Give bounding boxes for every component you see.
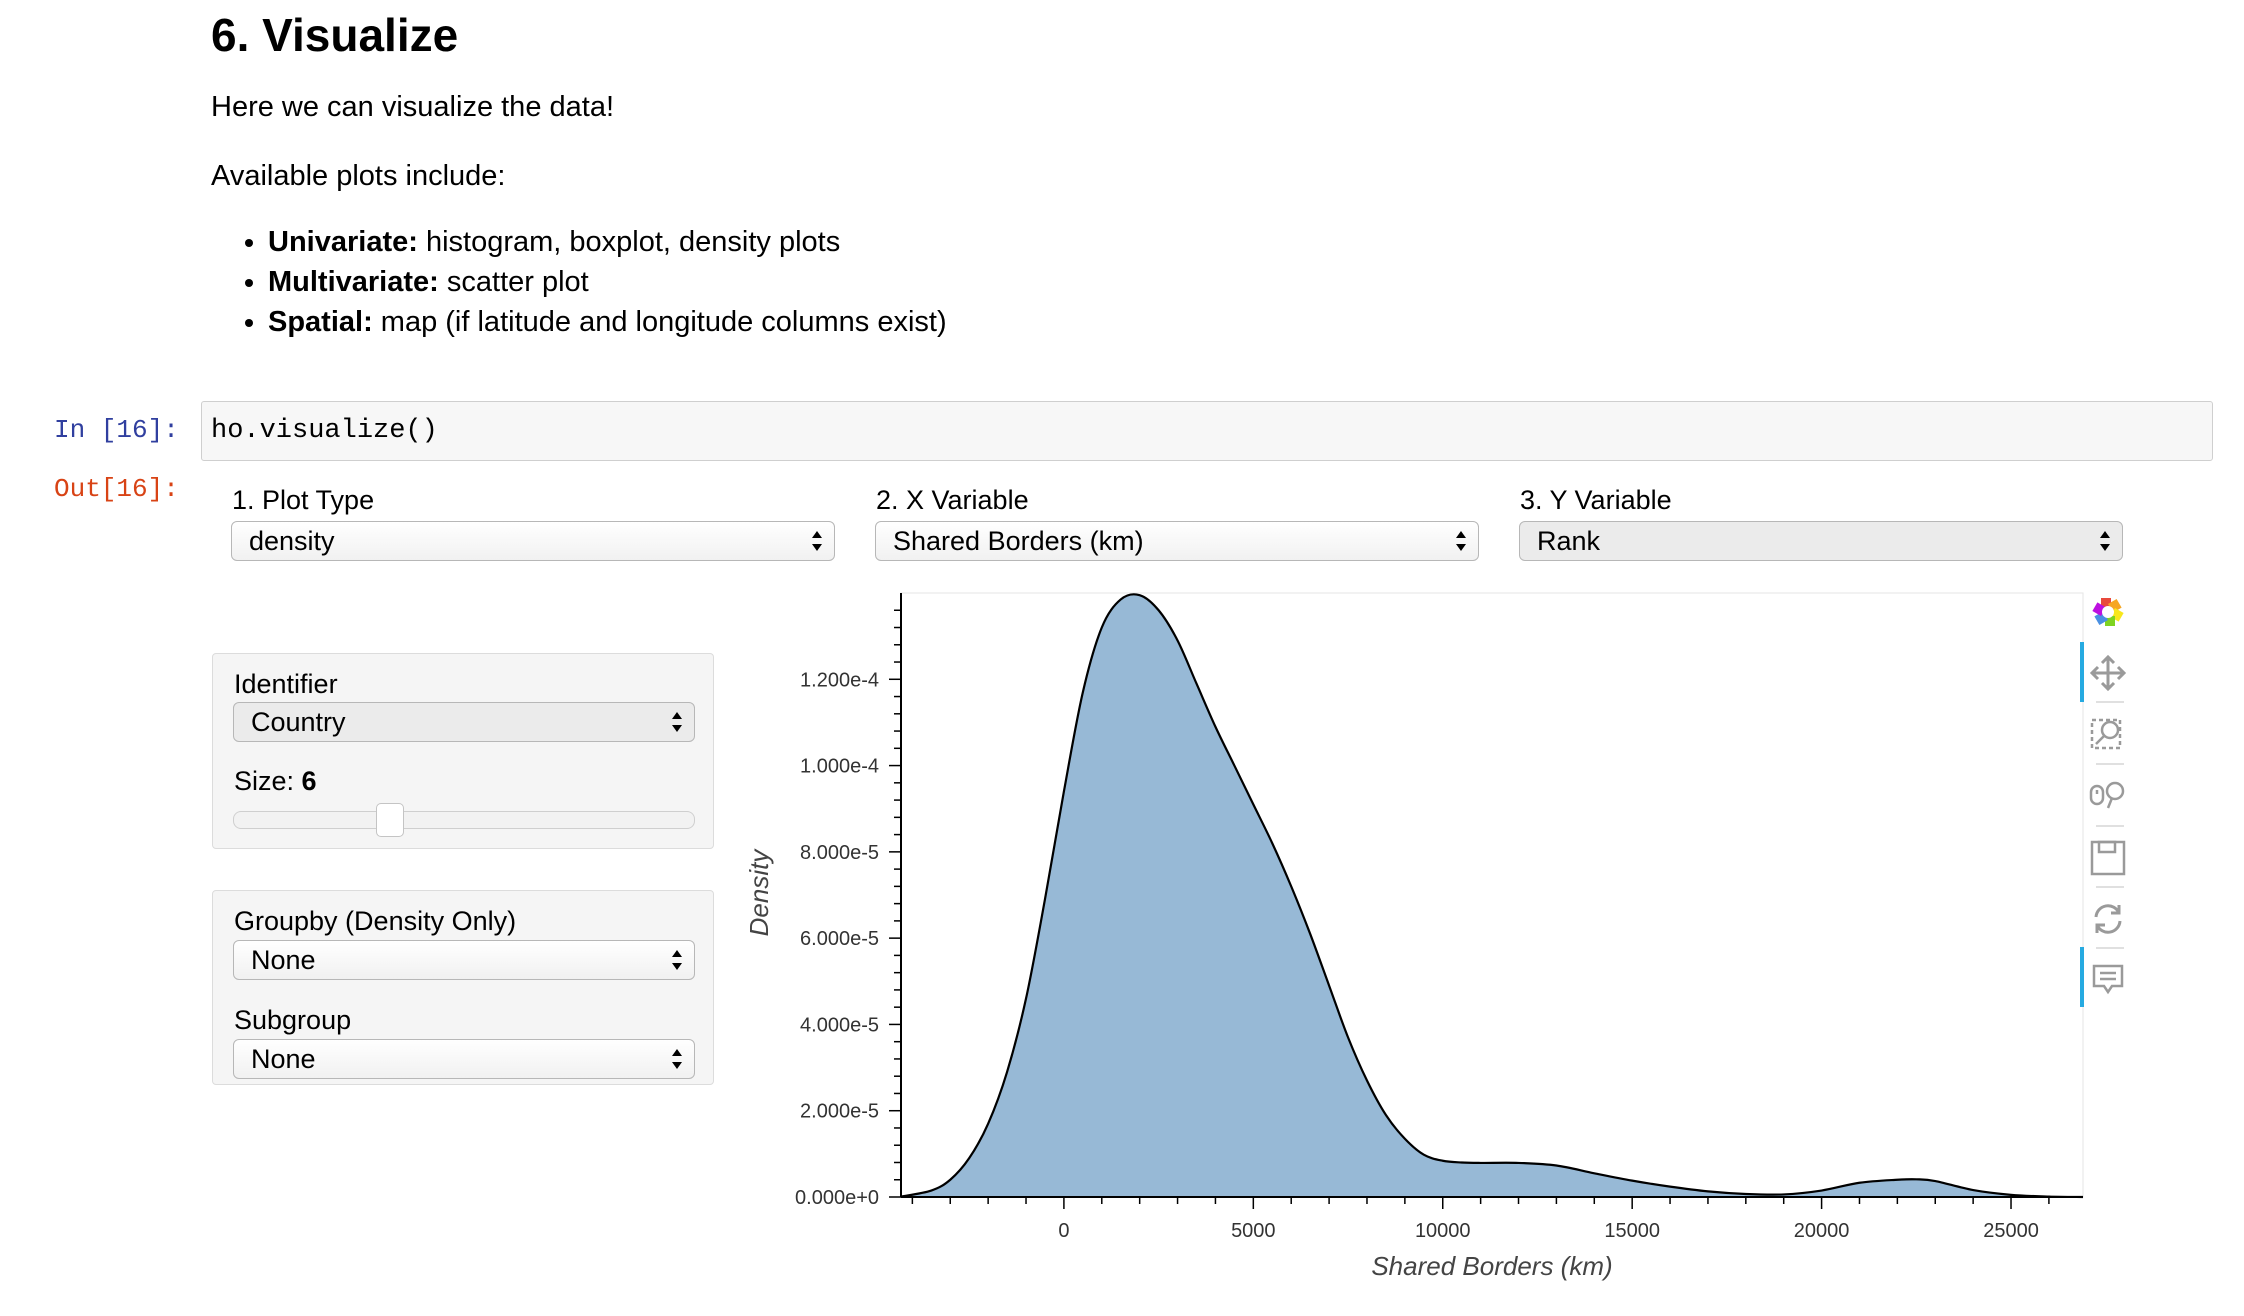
identifier-label: Identifier	[234, 669, 338, 699]
identifier-value: Country	[251, 707, 346, 737]
y-tick-label: 2.000e-5	[800, 1101, 879, 1123]
bokeh-logo-icon[interactable]	[2086, 590, 2130, 634]
plot-type-value: density	[249, 526, 335, 556]
list-item: Univariate: histogram, boxplot, density …	[268, 222, 947, 262]
active-tool-indicator	[2080, 642, 2084, 702]
x-tick-label: 20000	[1794, 1220, 1850, 1242]
toolbar-divider	[2096, 886, 2124, 888]
x-tick-label: 25000	[1983, 1220, 2039, 1242]
save-icon[interactable]	[2086, 836, 2130, 880]
wheel-zoom-icon[interactable]	[2086, 774, 2130, 818]
y-tick-label: 8.000e-5	[800, 842, 879, 864]
groupby-value: None	[251, 945, 316, 975]
subgroup-label: Subgroup	[234, 1005, 352, 1035]
input-prompt: In [16]:	[54, 415, 179, 445]
select-arrows-icon	[672, 712, 682, 732]
list-item: Spatial: map (if latitude and longitude …	[268, 302, 947, 342]
output-prompt: Out[16]:	[54, 474, 179, 504]
size-slider[interactable]	[233, 811, 695, 829]
plot-type-select[interactable]: density	[231, 521, 835, 561]
bullet-text: scatter plot	[438, 266, 589, 298]
density-line	[900, 593, 2084, 1199]
x-axis-label: Shared Borders (km)	[1371, 1251, 1612, 1281]
y-variable-select[interactable]: Rank	[1519, 521, 2123, 561]
y-tick-label: 1.000e-4	[800, 756, 879, 778]
select-arrows-icon	[672, 950, 682, 970]
available-plots-paragraph: Available plots include:	[211, 160, 506, 192]
plot-types-list: Univariate: histogram, boxplot, density …	[211, 222, 947, 342]
size-slider-handle[interactable]	[376, 803, 405, 837]
pan-icon[interactable]	[2086, 651, 2130, 695]
x-variable-value: Shared Borders (km)	[893, 526, 1144, 556]
x-tick-label: 0	[1058, 1220, 1069, 1242]
bullet-term: Spatial:	[268, 306, 373, 338]
y-axis-label: Density	[744, 848, 774, 937]
x-variable-label: 2. X Variable	[876, 485, 1029, 515]
list-item: Multivariate: scatter plot	[268, 262, 947, 302]
code-text: ho.visualize()	[211, 416, 438, 446]
y-tick-label: 0.000e+0	[795, 1187, 879, 1209]
x-variable-select[interactable]: Shared Borders (km)	[875, 521, 1479, 561]
plot-type-label: 1. Plot Type	[232, 485, 375, 515]
select-arrows-icon	[672, 1049, 682, 1069]
bullet-text: histogram, boxplot, density plots	[417, 226, 841, 258]
select-arrows-icon	[812, 531, 822, 551]
intro-paragraph: Here we can visualize the data!	[211, 91, 614, 123]
size-label: Size: 6	[234, 766, 317, 797]
y-variable-label: 3. Y Variable	[1520, 485, 1672, 515]
bullet-term: Multivariate:	[268, 266, 439, 298]
y-tick-label: 4.000e-5	[800, 1014, 879, 1036]
size-label-text: Size:	[234, 766, 302, 796]
subgroup-select[interactable]: None	[233, 1039, 695, 1079]
toolbar-divider	[2096, 947, 2124, 949]
box-zoom-icon[interactable]	[2086, 712, 2130, 756]
toolbar-divider	[2096, 825, 2124, 827]
reset-icon[interactable]	[2086, 897, 2130, 941]
select-arrows-icon	[1456, 531, 1466, 551]
bullet-term: Univariate:	[268, 226, 418, 258]
x-tick-label: 10000	[1415, 1220, 1471, 1242]
groupby-select[interactable]: None	[233, 940, 695, 980]
identifier-select[interactable]: Country	[233, 702, 695, 742]
toolbar-divider	[2096, 701, 2124, 703]
subgroup-value: None	[251, 1044, 316, 1074]
size-value: 6	[301, 766, 317, 796]
x-tick-label: 15000	[1604, 1220, 1660, 1242]
active-tool-indicator	[2080, 947, 2084, 1007]
section-heading: 6. Visualize	[211, 9, 459, 61]
bullet-text: map (if latitude and longitude columns e…	[372, 306, 947, 338]
code-input[interactable]: ho.visualize()	[201, 401, 2213, 461]
hover-icon[interactable]	[2086, 958, 2130, 1002]
groupby-label: Groupby (Density Only)	[234, 906, 517, 936]
select-arrows-icon	[2100, 531, 2110, 551]
y-tick-label: 1.200e-4	[800, 669, 879, 691]
x-tick-label: 5000	[1231, 1220, 1276, 1242]
y-tick-label: 6.000e-5	[800, 928, 879, 950]
y-variable-value: Rank	[1537, 526, 1601, 556]
density-area	[901, 594, 2083, 1197]
toolbar-divider	[2096, 763, 2124, 765]
